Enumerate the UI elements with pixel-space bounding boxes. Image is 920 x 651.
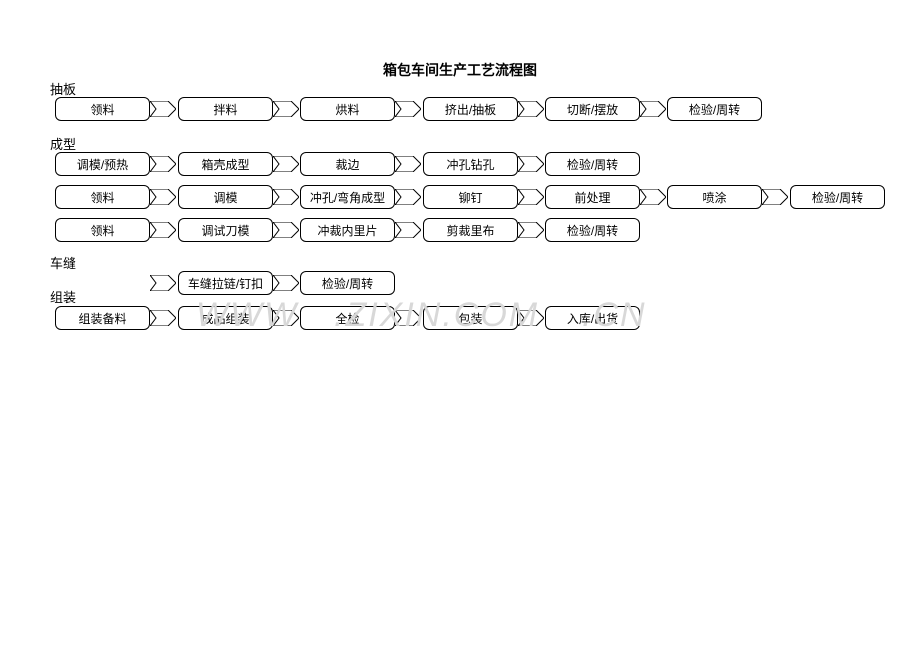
process-node: 检验/周转 — [300, 271, 395, 295]
flow-arrow-icon — [273, 101, 299, 117]
flow-arrow-icon — [395, 222, 421, 238]
flow-arrow-icon — [150, 310, 176, 326]
section-label: 抽板 — [50, 79, 76, 98]
process-node: 调模 — [178, 185, 273, 209]
process-node: 冲孔/弯角成型 — [300, 185, 395, 209]
process-node: 挤出/抽板 — [423, 97, 518, 121]
process-node: 全检 — [300, 306, 395, 330]
process-node: 铆钉 — [423, 185, 518, 209]
flow-arrow-icon — [150, 222, 176, 238]
flow-arrow-icon — [273, 156, 299, 172]
process-node: 拌料 — [178, 97, 273, 121]
process-node: 箱壳成型 — [178, 152, 273, 176]
process-node: 车缝拉链/钉扣 — [178, 271, 273, 295]
flow-arrow-icon — [150, 275, 176, 291]
flow-arrow-icon — [150, 189, 176, 205]
flow-arrow-icon — [518, 156, 544, 172]
flow-arrow-icon — [395, 310, 421, 326]
process-node: 前处理 — [545, 185, 640, 209]
process-node: 调试刀模 — [178, 218, 273, 242]
flow-arrow-icon — [273, 222, 299, 238]
process-node: 入库/出货 — [545, 306, 640, 330]
process-node: 剪裁里布 — [423, 218, 518, 242]
section-label: 组装 — [50, 287, 76, 306]
flow-arrow-icon — [640, 189, 666, 205]
process-node: 裁边 — [300, 152, 395, 176]
flow-arrow-icon — [518, 310, 544, 326]
process-node: 检验/周转 — [545, 152, 640, 176]
flow-arrow-icon — [518, 222, 544, 238]
process-node: 组装备料 — [55, 306, 150, 330]
process-node: 冲孔钻孔 — [423, 152, 518, 176]
process-node: 领料 — [55, 185, 150, 209]
flow-arrow-icon — [518, 101, 544, 117]
process-node: 领料 — [55, 97, 150, 121]
process-node: 包装 — [423, 306, 518, 330]
process-node: 检验/周转 — [545, 218, 640, 242]
process-node: 冲裁内里片 — [300, 218, 395, 242]
section-label: 车缝 — [50, 253, 76, 272]
section-label: 成型 — [50, 134, 76, 153]
flow-arrow-icon — [273, 189, 299, 205]
page-title: 箱包车间生产工艺流程图 — [0, 60, 920, 80]
process-node: 领料 — [55, 218, 150, 242]
flow-arrow-icon — [395, 156, 421, 172]
process-node: 烘料 — [300, 97, 395, 121]
flow-arrow-icon — [273, 310, 299, 326]
flow-arrow-icon — [395, 189, 421, 205]
flow-arrow-icon — [273, 275, 299, 291]
flow-arrow-icon — [150, 101, 176, 117]
flow-arrow-icon — [150, 156, 176, 172]
process-node: 成品组装 — [178, 306, 273, 330]
flow-arrow-icon — [395, 101, 421, 117]
flow-arrow-icon — [762, 189, 788, 205]
flow-arrow-icon — [640, 101, 666, 117]
process-node: 检验/周转 — [790, 185, 885, 209]
flow-arrow-icon — [518, 189, 544, 205]
process-node: 切断/摆放 — [545, 97, 640, 121]
process-node: 检验/周转 — [667, 97, 762, 121]
process-node: 调模/预热 — [55, 152, 150, 176]
process-node: 喷涂 — [667, 185, 762, 209]
